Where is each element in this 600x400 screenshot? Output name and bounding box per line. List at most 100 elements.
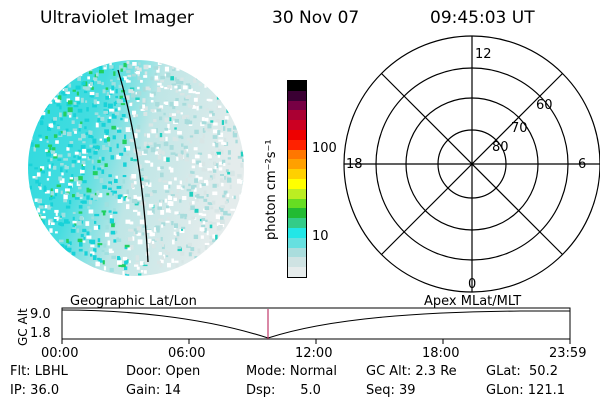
speckle bbox=[126, 61, 130, 64]
speckle bbox=[137, 77, 142, 81]
speckle bbox=[178, 89, 182, 92]
speckle bbox=[167, 85, 172, 89]
speckle bbox=[160, 200, 163, 203]
speckle bbox=[233, 125, 237, 130]
speckle bbox=[94, 213, 100, 217]
speckle bbox=[126, 204, 130, 210]
speckle bbox=[85, 86, 90, 91]
speckle bbox=[83, 164, 86, 166]
speckle bbox=[212, 239, 217, 245]
status-gain: Gain: 14 bbox=[126, 383, 181, 398]
speckle bbox=[81, 81, 86, 86]
speckle bbox=[80, 169, 85, 174]
speckle bbox=[83, 236, 86, 240]
speckle bbox=[109, 89, 115, 94]
speckle bbox=[182, 196, 187, 200]
speckle bbox=[95, 261, 100, 267]
speckle bbox=[88, 71, 93, 75]
speckle bbox=[53, 120, 56, 125]
speckle bbox=[36, 172, 41, 177]
speckle bbox=[64, 87, 68, 93]
speckle bbox=[94, 175, 99, 179]
speckle bbox=[193, 188, 197, 192]
speckle bbox=[76, 101, 81, 105]
speckle bbox=[109, 267, 114, 272]
speckle bbox=[155, 128, 158, 133]
speckle bbox=[136, 232, 141, 236]
speckle bbox=[227, 162, 231, 165]
speckle bbox=[39, 168, 43, 172]
speckle bbox=[176, 110, 180, 114]
speckle bbox=[206, 194, 209, 197]
speckle bbox=[99, 178, 104, 183]
speckle bbox=[115, 88, 118, 94]
speckle bbox=[94, 220, 97, 224]
speckle bbox=[57, 158, 62, 161]
speckle bbox=[214, 166, 217, 170]
speckle bbox=[115, 100, 118, 105]
speckle bbox=[79, 241, 83, 247]
speckle bbox=[207, 123, 212, 129]
speckle bbox=[108, 141, 111, 146]
speckle bbox=[159, 241, 164, 244]
speckle bbox=[212, 135, 218, 139]
speckle bbox=[117, 194, 121, 200]
speckle bbox=[66, 131, 72, 137]
speckle bbox=[177, 153, 182, 158]
speckle bbox=[182, 102, 187, 106]
speckle bbox=[174, 177, 177, 181]
speckle bbox=[169, 145, 174, 150]
speckle bbox=[134, 264, 139, 267]
speckle bbox=[119, 65, 123, 71]
speckle bbox=[33, 146, 36, 152]
speckle bbox=[114, 112, 120, 116]
speckle bbox=[188, 85, 192, 90]
speckle bbox=[188, 252, 192, 257]
speckle bbox=[117, 198, 123, 203]
speckle bbox=[175, 235, 180, 240]
speckle bbox=[165, 136, 168, 141]
speckle bbox=[131, 183, 135, 188]
speckle bbox=[199, 196, 204, 199]
speckle bbox=[131, 174, 137, 179]
speckle bbox=[37, 207, 41, 213]
speckle bbox=[77, 76, 81, 81]
speckle bbox=[170, 152, 176, 155]
speckle bbox=[237, 179, 241, 184]
speckle bbox=[171, 83, 177, 86]
speckle bbox=[72, 128, 77, 132]
speckle bbox=[167, 195, 172, 200]
speckle bbox=[212, 174, 216, 179]
speckle bbox=[41, 216, 46, 219]
speckle bbox=[209, 110, 214, 113]
speckle bbox=[218, 206, 224, 210]
speckle bbox=[235, 139, 238, 144]
speckle bbox=[138, 275, 143, 276]
speckle bbox=[86, 148, 92, 153]
speckle bbox=[170, 76, 174, 81]
speckle bbox=[99, 156, 102, 160]
speckle bbox=[136, 226, 141, 231]
speckle bbox=[139, 219, 145, 225]
speckle bbox=[84, 118, 90, 122]
speckle bbox=[166, 72, 171, 78]
speckle bbox=[97, 243, 103, 246]
speckle bbox=[104, 134, 109, 139]
speckle bbox=[69, 178, 74, 182]
speckle bbox=[212, 129, 218, 134]
speckle bbox=[188, 103, 191, 108]
timeline-right-label: Apex MLat/MLT bbox=[424, 294, 522, 309]
speckle bbox=[189, 135, 194, 138]
speckle bbox=[160, 85, 164, 88]
speckle bbox=[191, 171, 195, 174]
speckle bbox=[58, 95, 62, 100]
speckle bbox=[65, 166, 69, 170]
timeline-xtick-2359: 23:59 bbox=[549, 346, 587, 361]
speckle bbox=[90, 244, 95, 248]
speckle bbox=[217, 222, 220, 227]
speckle bbox=[153, 66, 159, 70]
speckle bbox=[211, 95, 215, 99]
speckle bbox=[64, 192, 69, 195]
speckle bbox=[224, 175, 227, 180]
speckle bbox=[77, 156, 82, 160]
